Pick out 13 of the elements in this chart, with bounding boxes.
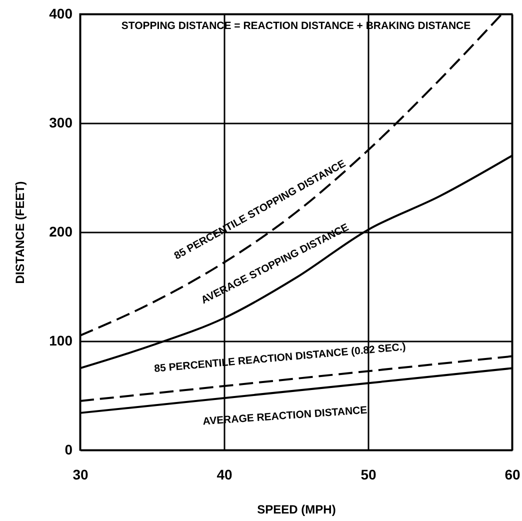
x-tick-label: 60 [504,466,520,482]
y-axis-title: DISTANCE (FEET) [13,181,28,284]
y-tick-label: 200 [49,224,73,240]
y-tick-label: 0 [64,442,73,458]
x-tick-label: 50 [360,466,376,482]
x-tick-label: 40 [216,466,232,482]
annotation: AVERAGE REACTION DISTANCE [202,404,368,428]
annotation: 85 PERCENTILE REACTION DISTANCE (0.82 SEC.) [154,341,406,375]
x-tick-label: 30 [72,466,88,482]
x-axis-title: SPEED (MPH) [257,502,336,516]
y-tick-label: 100 [49,332,73,348]
y-tick-label: 300 [49,114,73,130]
y-tick-label: 400 [49,6,73,22]
